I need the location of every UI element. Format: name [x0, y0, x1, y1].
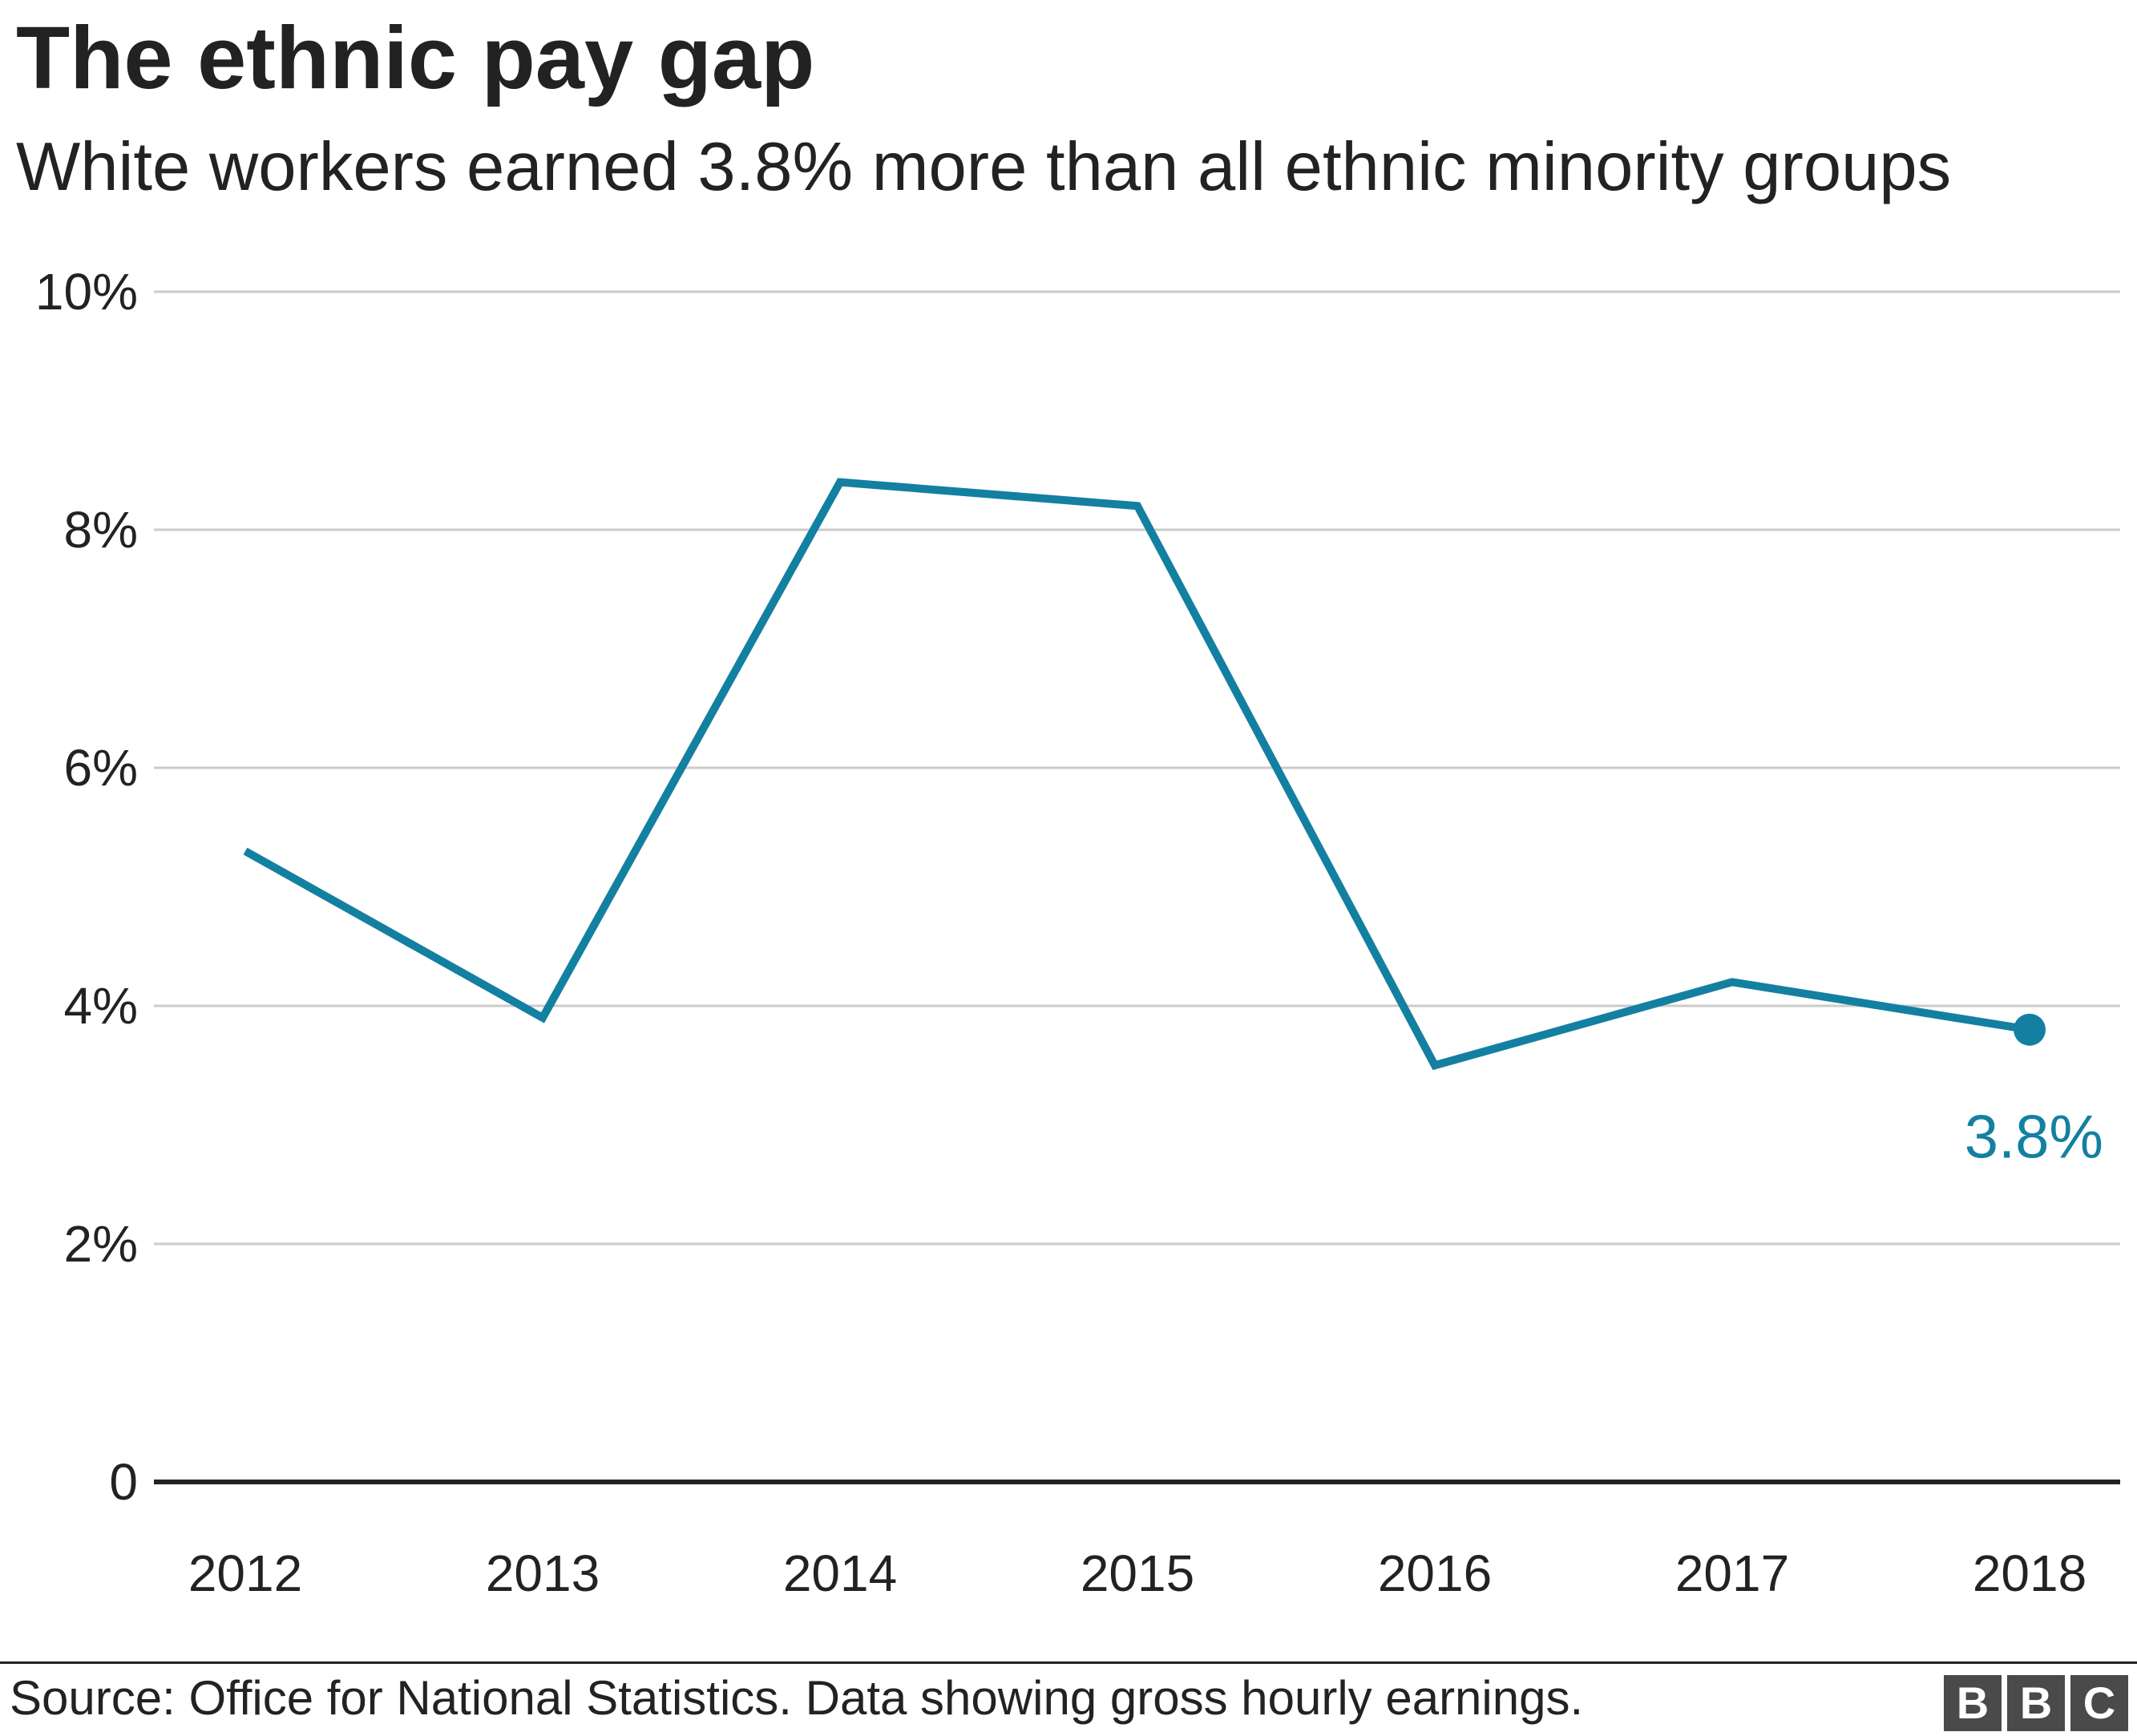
x-tick-label: 2018 — [1973, 1544, 2087, 1602]
x-tick-label: 2016 — [1378, 1544, 1492, 1602]
y-axis-ticks: 0 2% 4% 6% 8% 10% — [35, 263, 138, 1511]
endpoint-marker — [2014, 1013, 2046, 1046]
series-layer — [243, 478, 2046, 1071]
x-tick-label: 2014 — [783, 1544, 897, 1602]
chart-title: The ethnic pay gap — [16, 9, 815, 107]
y-tick-label: 4% — [64, 977, 139, 1035]
bbc-logo-letter: C — [2070, 1675, 2128, 1731]
y-tick-label: 2% — [64, 1215, 139, 1273]
x-tick-label: 2015 — [1081, 1544, 1194, 1602]
footer-divider — [0, 1661, 2137, 1664]
data-label: 3.8% — [1965, 1104, 2103, 1172]
bbc-logo: B B C — [1944, 1675, 2128, 1731]
y-tick-label: 6% — [64, 739, 139, 797]
source-note: Source: Office for National Statistics. … — [10, 1671, 1584, 1725]
x-tick-label: 2013 — [486, 1544, 600, 1602]
line-chart: 02%4%6%8%10% 2012 2013 2014 2015 2016 2017 201… — [35, 263, 2120, 1602]
annotations: 3.8% — [1965, 1104, 2103, 1172]
gridlines — [154, 290, 2120, 1484]
x-tick-label: 2012 — [188, 1544, 302, 1602]
bbc-logo-letter: B — [1944, 1675, 2002, 1731]
y-tick-label: 0 — [109, 1453, 138, 1511]
y-tick-label: 8% — [64, 501, 139, 559]
y-tick-label: 10% — [35, 263, 138, 321]
series-line — [243, 478, 2030, 1071]
x-tick-label: 2017 — [1675, 1544, 1789, 1602]
chart-subtitle: White workers earned 3.8% more than all … — [16, 129, 1952, 205]
bbc-logo-letter: B — [2007, 1675, 2065, 1731]
x-axis-ticks: 2012 2013 2014 2015 2016 2017 2018 — [188, 1544, 2087, 1602]
